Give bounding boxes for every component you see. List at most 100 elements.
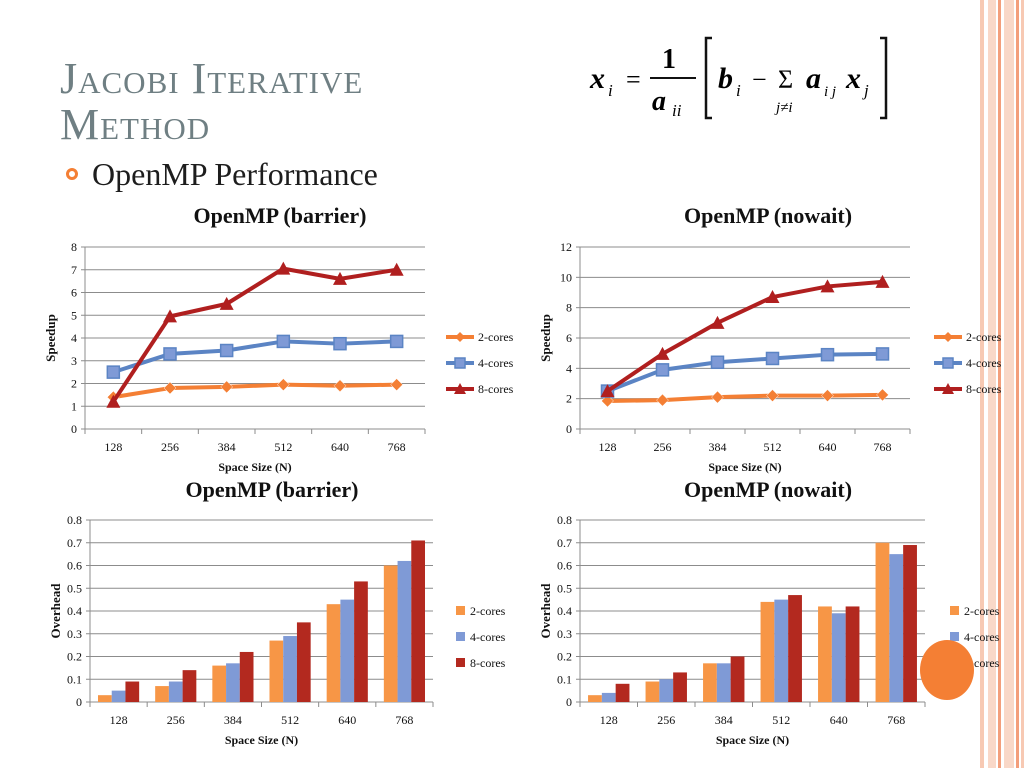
y-tick-label: 0.5 bbox=[67, 581, 82, 595]
x-tick-label: 640 bbox=[830, 713, 848, 727]
data-point bbox=[333, 336, 347, 351]
legend-marker bbox=[454, 383, 466, 394]
formula-term-sub: i j bbox=[824, 84, 836, 100]
x-tick-label: 768 bbox=[388, 440, 406, 454]
legend-marker bbox=[454, 357, 466, 369]
x-tick-label: 384 bbox=[224, 713, 242, 727]
formula-lhs-sub: i bbox=[608, 81, 613, 100]
formula-denominator: a bbox=[652, 86, 666, 117]
bar bbox=[903, 545, 917, 702]
y-tick-label: 1 bbox=[71, 399, 77, 413]
bar bbox=[111, 690, 126, 702]
decorative-stripes bbox=[980, 0, 1024, 768]
data-point bbox=[163, 309, 177, 323]
legend-swatch bbox=[456, 632, 465, 641]
data-point bbox=[876, 388, 889, 402]
y-tick-label: 0 bbox=[566, 695, 572, 709]
x-tick-label: 768 bbox=[395, 713, 413, 727]
x-tick-label: 128 bbox=[600, 713, 618, 727]
y-tick-label: 2 bbox=[566, 392, 572, 406]
x-tick-label: 128 bbox=[110, 713, 128, 727]
bar bbox=[283, 636, 297, 702]
bar bbox=[411, 540, 425, 702]
series-line-4-cores bbox=[606, 351, 883, 393]
y-tick-label: 0.8 bbox=[557, 513, 572, 527]
bullet-icon bbox=[66, 168, 78, 180]
x-tick-label: 640 bbox=[819, 440, 837, 454]
bar bbox=[155, 686, 169, 702]
slide-title-line1: Jacobi Iterative bbox=[60, 54, 364, 103]
y-tick-label: 0.7 bbox=[557, 536, 572, 550]
data-point bbox=[765, 290, 780, 304]
series-line-4-cores bbox=[112, 339, 397, 375]
stripe bbox=[1004, 0, 1014, 768]
bar bbox=[168, 681, 183, 702]
formula-lhs: x bbox=[589, 62, 605, 95]
bar bbox=[889, 554, 904, 702]
series-line-8-cores bbox=[111, 266, 397, 403]
data-point bbox=[219, 343, 234, 358]
x-tick-label: 384 bbox=[709, 440, 727, 454]
formula-equals: = bbox=[626, 65, 641, 94]
y-tick-label: 8 bbox=[566, 301, 572, 315]
formula-term2-sub: j bbox=[862, 81, 869, 100]
data-point bbox=[875, 347, 890, 361]
x-tick-label: 128 bbox=[599, 440, 617, 454]
data-point bbox=[711, 390, 724, 404]
bar bbox=[354, 581, 368, 702]
y-tick-label: 6 bbox=[566, 331, 572, 345]
left-bracket-icon bbox=[704, 36, 712, 120]
y-axis-label: Overhead bbox=[48, 583, 63, 639]
legend-marker bbox=[943, 332, 953, 342]
bar bbox=[239, 651, 254, 702]
y-tick-label: 0.6 bbox=[67, 559, 82, 573]
x-tick-label: 384 bbox=[218, 440, 236, 454]
x-axis-label: Space Size (N) bbox=[225, 733, 298, 747]
y-tick-label: 8 bbox=[71, 240, 77, 254]
legend-label: 8-cores bbox=[966, 382, 1002, 396]
data-point bbox=[710, 355, 725, 370]
right-bracket-icon bbox=[880, 36, 888, 120]
legend-label: 2-cores bbox=[470, 604, 506, 618]
x-tick-label: 640 bbox=[338, 713, 356, 727]
legend-marker bbox=[942, 383, 954, 394]
bar bbox=[659, 679, 674, 702]
bar bbox=[831, 613, 846, 702]
bar bbox=[730, 656, 745, 702]
x-tick-label: 256 bbox=[161, 440, 179, 454]
data-point bbox=[820, 347, 835, 362]
data-point bbox=[821, 389, 834, 402]
formula-term: a bbox=[806, 62, 821, 95]
data-point bbox=[106, 365, 121, 379]
x-tick-label: 256 bbox=[654, 440, 672, 454]
y-tick-label: 7 bbox=[71, 263, 77, 277]
y-tick-label: 0.2 bbox=[557, 650, 572, 664]
x-tick-label: 512 bbox=[764, 440, 782, 454]
data-point bbox=[710, 315, 725, 329]
jacobi-formula: x i = 1 a ii b i − Σ j≠i a i j x j bbox=[589, 36, 888, 120]
bar bbox=[703, 663, 717, 702]
bar bbox=[125, 681, 140, 702]
formula-b: b bbox=[718, 62, 733, 95]
x-tick-label: 768 bbox=[887, 713, 905, 727]
chart-title-overhead-barrier: OpenMP (barrier) bbox=[185, 477, 359, 502]
chart-title-overhead-nowait: OpenMP (nowait) bbox=[683, 477, 853, 502]
formula-b-sub: i bbox=[736, 81, 741, 100]
data-point bbox=[163, 347, 177, 361]
legend-label: 2-cores bbox=[478, 330, 514, 344]
x-axis-label: Space Size (N) bbox=[716, 733, 789, 747]
bar bbox=[588, 695, 602, 702]
data-point bbox=[600, 384, 615, 398]
bar bbox=[326, 604, 341, 702]
legend-label: 4-cores bbox=[966, 356, 1002, 370]
data-point bbox=[655, 346, 670, 360]
series-line-8-cores bbox=[606, 279, 883, 393]
bar bbox=[98, 695, 112, 702]
formula-term2: x bbox=[845, 62, 861, 95]
bar bbox=[774, 599, 789, 702]
formula-denominator-sub: ii bbox=[672, 101, 682, 120]
bar bbox=[182, 670, 197, 702]
y-tick-label: 6 bbox=[71, 286, 77, 300]
data-point bbox=[220, 380, 234, 394]
y-tick-label: 0.6 bbox=[557, 559, 572, 573]
